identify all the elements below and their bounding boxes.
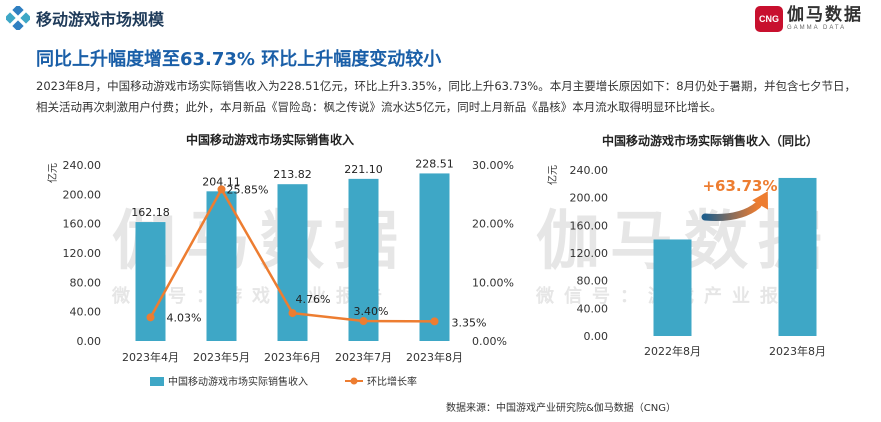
legend-bar-swatch — [150, 377, 164, 386]
y-tick-label: 40.00 — [70, 306, 102, 319]
y2-tick-label: 30.00% — [472, 159, 514, 172]
y-tick-label: 160.00 — [570, 219, 609, 232]
growth-rate-point-3 — [288, 309, 297, 318]
growth-arrow-icon — [701, 201, 762, 221]
x-tick-label: 2023年8月 — [769, 344, 826, 358]
yoy-growth-annotation: +63.73% — [702, 177, 777, 195]
x-tick-label: 2023年4月 — [122, 350, 179, 364]
y-axis-label: 亿元 — [46, 163, 59, 183]
y-tick-label: 0.00 — [584, 330, 609, 343]
y-tick-label: 240.00 — [570, 164, 609, 177]
chart-title: 中国移动游戏市场实际销售收入 — [186, 132, 354, 147]
bar-value-label: 228.51 — [415, 157, 454, 170]
x-tick-label: 2023年5月 — [193, 350, 250, 364]
growth-rate-point-2 — [217, 185, 226, 194]
y-tick-label: 40.00 — [577, 302, 609, 315]
growth-rate-label: 3.40% — [354, 305, 389, 318]
growth-rate-label: 4.03% — [167, 311, 202, 324]
growth-arrow-head — [752, 191, 768, 210]
growth-rate-label: 4.76% — [296, 293, 331, 306]
brand-name: 伽马数据 — [787, 5, 863, 25]
legend-line-label: 环比增长率 — [367, 375, 417, 388]
brand-logo: CNG — [755, 6, 783, 32]
y-tick-label: 80.00 — [70, 276, 102, 289]
y-tick-label: 200.00 — [63, 188, 102, 201]
bar-1 — [135, 222, 166, 341]
y2-tick-label: 10.00% — [472, 276, 514, 289]
brand: CNG 伽马数据 GAMMA DATA — [755, 6, 863, 32]
section-title: 移动游戏市场规模 — [36, 10, 165, 29]
x-tick-label: 2022年8月 — [644, 344, 701, 358]
yoy-revenue-chart: 中国移动游戏市场实际销售收入（同比） 亿元 0.00 40.00 80.00 120.00… — [546, 133, 826, 358]
growth-rate-point-5 — [430, 317, 439, 326]
growth-rate-label: 3.35% — [452, 316, 487, 329]
monthly-revenue-chart: 中国移动游戏市场实际销售收入亿元0.0040.0080.00120.00160.… — [46, 132, 514, 388]
y-tick-label: 0.00 — [77, 335, 102, 348]
bar-2 — [206, 191, 237, 341]
puzzle-cross-icon — [6, 6, 30, 30]
x-tick-label: 2023年6月 — [264, 350, 321, 364]
y2-tick-label: 0.00% — [472, 335, 507, 348]
bar-4 — [348, 178, 379, 341]
chart-title: 中国移动游戏市场实际销售收入（同比） — [602, 133, 818, 148]
headline: 同比上升幅度增至63.73% 环比上升幅度变动较小 — [36, 49, 442, 70]
y-tick-label: 240.00 — [63, 159, 102, 172]
y-tick-label: 80.00 — [577, 275, 609, 288]
source-note: 数据来源：中国游戏产业研究院&伽马数据（CNG） — [446, 403, 677, 414]
y2-tick-label: 20.00% — [472, 218, 514, 231]
legend-line-marker — [350, 377, 358, 385]
bar-value-label: 213.82 — [273, 168, 312, 181]
y-tick-label: 200.00 — [570, 192, 609, 205]
legend-bar-label: 中国移动游戏市场实际销售收入 — [168, 375, 308, 388]
bar-value-label: 162.18 — [131, 206, 170, 219]
bar-value-label: 204.11 — [202, 175, 241, 188]
growth-rate-point-1 — [146, 313, 155, 322]
y-axis-label: 亿元 — [546, 165, 559, 185]
y-tick-label: 120.00 — [570, 247, 609, 260]
bar-2 — [778, 177, 817, 336]
bar-1 — [653, 239, 692, 336]
bar-3 — [277, 184, 308, 341]
growth-rate-label: 25.85% — [227, 183, 269, 196]
bar-value-label: 221.10 — [344, 163, 383, 176]
bar-5 — [419, 173, 450, 341]
y-tick-label: 120.00 — [63, 247, 102, 260]
y-tick-label: 160.00 — [63, 218, 102, 231]
x-tick-label: 2023年7月 — [335, 350, 392, 364]
brand-subtitle: GAMMA DATA — [787, 25, 847, 31]
description: 2023年8月，中国移动游戏市场实际销售收入为228.51亿元，环比上升3.35… — [36, 79, 857, 114]
growth-rate-point-4 — [359, 317, 368, 326]
x-tick-label: 2023年8月 — [406, 350, 463, 364]
